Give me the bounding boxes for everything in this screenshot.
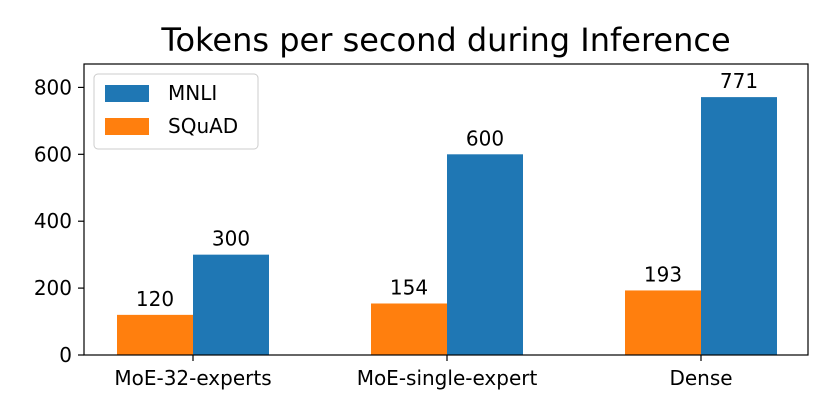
plot-area: 120 154 193 300 600 771 0 200 400 600 800 MoE-32-ex… (34, 63, 809, 390)
x-tick-label-0: MoE-32-experts (114, 366, 271, 390)
legend: MNLI SQuAD (93, 73, 259, 150)
y-tick-label-3: 600 (34, 142, 72, 166)
legend-label-squad: SQuAD (168, 114, 238, 138)
data-label-squad-0: 120 (136, 287, 174, 311)
chart-title: Tokens per second during Inference (160, 21, 730, 59)
data-label-squad-1: 154 (390, 275, 428, 299)
legend-swatch-mnli (105, 85, 149, 102)
x-tick-label-1: MoE-single-expert (357, 366, 538, 390)
bar-squad-2 (625, 290, 701, 355)
bar-mnli-0 (193, 254, 269, 355)
data-label-squad-2: 193 (644, 262, 682, 286)
legend-swatch-squad (105, 118, 149, 135)
bar-squad-1 (371, 303, 447, 355)
bar-mnli-1 (447, 154, 523, 355)
y-tick-label-1: 200 (34, 276, 72, 300)
axes-frame (83, 63, 809, 356)
data-label-mnli-0: 300 (212, 227, 250, 251)
y-tick-label-4: 800 (34, 75, 72, 99)
data-label-mnli-2: 771 (720, 69, 758, 93)
x-tick-label-2: Dense (669, 366, 732, 390)
y-tick-label-0: 0 (59, 343, 72, 367)
data-label-mnli-1: 600 (466, 126, 504, 150)
bar-squad-0 (117, 314, 193, 355)
legend-label-mnli: MNLI (168, 81, 217, 105)
bar-mnli-2 (701, 97, 777, 355)
y-tick-label-2: 400 (34, 209, 72, 233)
